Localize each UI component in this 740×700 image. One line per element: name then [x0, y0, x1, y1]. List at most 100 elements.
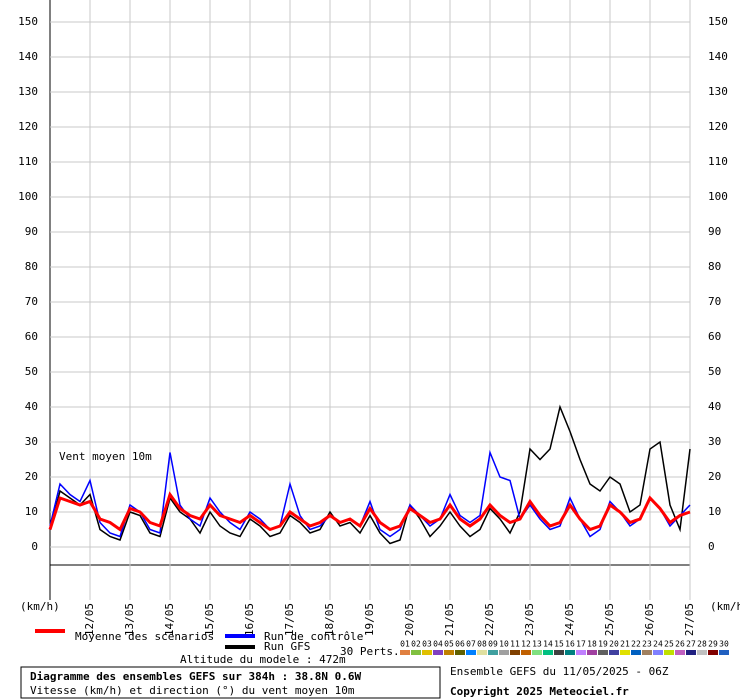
perturbation-swatch	[587, 650, 597, 655]
perturbation-label: 22	[631, 640, 641, 649]
x-tick-label: 23/05	[523, 603, 536, 636]
y-tick-label: 100	[708, 190, 728, 203]
perturbation-label: 24	[653, 640, 663, 649]
perturbation-swatch	[499, 650, 509, 655]
perturbation-label: 09	[488, 640, 498, 649]
altitude: Altitude du modele : 472m	[180, 653, 346, 666]
perturbation-label: 14	[543, 640, 553, 649]
perturbation-label: 03	[422, 640, 432, 649]
y-tick-label: 40	[708, 400, 721, 413]
perturbation-swatch	[708, 650, 718, 655]
y-tick-label: 120	[708, 120, 728, 133]
perturbation-swatch	[422, 650, 432, 655]
y-tick-label: 130	[18, 85, 38, 98]
perturbation-swatch	[697, 650, 707, 655]
perturbation-label: 30	[719, 640, 729, 649]
box-subtitle: Vitesse (km/h) et direction (°) du vent …	[30, 684, 355, 697]
perturbation-label: 08	[477, 640, 487, 649]
perturbation-swatch	[400, 650, 410, 655]
perturbation-label: 04	[433, 640, 443, 649]
perturbation-label: 07	[466, 640, 476, 649]
x-tick-label: 12/05	[83, 603, 96, 636]
y-tick-label: 140	[18, 50, 38, 63]
x-tick-label: 25/05	[603, 603, 616, 636]
y-tick-label: 110	[18, 155, 38, 168]
perturbation-label: 25	[664, 640, 674, 649]
y-unit-right: (km/h)	[710, 600, 740, 613]
perturbation-label: 10	[499, 640, 509, 649]
x-tick-label: 22/05	[483, 603, 496, 636]
y-tick-label: 10	[708, 505, 721, 518]
x-tick-label: 14/05	[163, 603, 176, 636]
y-tick-label: 0	[31, 540, 38, 553]
y-tick-label: 50	[25, 365, 38, 378]
perturbation-swatch	[411, 650, 421, 655]
x-tick-label: 27/05	[683, 603, 696, 636]
perturbation-swatch	[433, 650, 443, 655]
perturbation-label: 20	[609, 640, 619, 649]
y-tick-label: 120	[18, 120, 38, 133]
perturbation-swatch	[466, 650, 476, 655]
perturbation-swatch	[686, 650, 696, 655]
y-tick-label: 30	[708, 435, 721, 448]
perturbation-swatch	[543, 650, 553, 655]
x-tick-label: 16/05	[243, 603, 256, 636]
perturbation-label: 17	[576, 640, 586, 649]
y-tick-label: 50	[708, 365, 721, 378]
perturbation-label: 05	[444, 640, 454, 649]
perturbation-swatch	[455, 650, 465, 655]
y-tick-label: 90	[708, 225, 721, 238]
perturbation-swatch	[444, 650, 454, 655]
y-tick-label: 40	[25, 400, 38, 413]
perturbation-swatch	[631, 650, 641, 655]
y-tick-label: 70	[708, 295, 721, 308]
x-tick-label: 24/05	[563, 603, 576, 636]
annotation: Vent moyen 10m	[59, 450, 152, 463]
x-tick-label: 26/05	[643, 603, 656, 636]
y-tick-label: 60	[25, 330, 38, 343]
perturbation-swatch	[664, 650, 674, 655]
x-tick-label: 18/05	[323, 603, 336, 636]
perturbation-swatch	[488, 650, 498, 655]
x-tick-label: 13/05	[123, 603, 136, 636]
perturbation-swatch	[620, 650, 630, 655]
y-tick-label: 90	[25, 225, 38, 238]
y-tick-label: 150	[18, 15, 38, 28]
series-line	[49, 449, 691, 538]
y-tick-label: 130	[708, 85, 728, 98]
y-tick-label: 0	[708, 540, 715, 553]
perturbation-swatch	[719, 650, 729, 655]
y-tick-label: 110	[708, 155, 728, 168]
run-info: Ensemble GEFS du 11/05/2025 - 06Z	[450, 665, 669, 678]
y-tick-label: 150	[708, 15, 728, 28]
x-tick-label: 15/05	[203, 603, 216, 636]
legend-label: Run de contrôle	[264, 630, 363, 643]
perturbation-swatch	[554, 650, 564, 655]
perturbation-swatch	[675, 650, 685, 655]
x-tick-label: 21/05	[443, 603, 456, 636]
perturbation-label: 12	[521, 640, 531, 649]
x-tick-label: 17/05	[283, 603, 296, 636]
perturbation-swatch	[510, 650, 520, 655]
box-title: Diagramme des ensembles GEFS sur 384h : …	[30, 670, 362, 683]
perturbation-label: 23	[642, 640, 652, 649]
perturbation-swatch	[576, 650, 586, 655]
y-tick-label: 20	[708, 470, 721, 483]
perturbation-label: 15	[554, 640, 564, 649]
y-tick-label: 80	[708, 260, 721, 273]
y-tick-label: 140	[708, 50, 728, 63]
perturbation-swatch	[532, 650, 542, 655]
y-tick-label: 60	[708, 330, 721, 343]
perturbations-label: 30 Perts.	[340, 645, 400, 658]
perturbation-label: 18	[587, 640, 597, 649]
perturbation-label: 01	[400, 640, 410, 649]
perturbation-label: 02	[411, 640, 421, 649]
y-tick-label: 30	[25, 435, 38, 448]
perturbation-label: 19	[598, 640, 608, 649]
perturbation-swatch	[521, 650, 531, 655]
y-tick-label: 80	[25, 260, 38, 273]
series-line	[48, 491, 691, 532]
y-tick-label: 70	[25, 295, 38, 308]
perturbation-label: 06	[455, 640, 465, 649]
